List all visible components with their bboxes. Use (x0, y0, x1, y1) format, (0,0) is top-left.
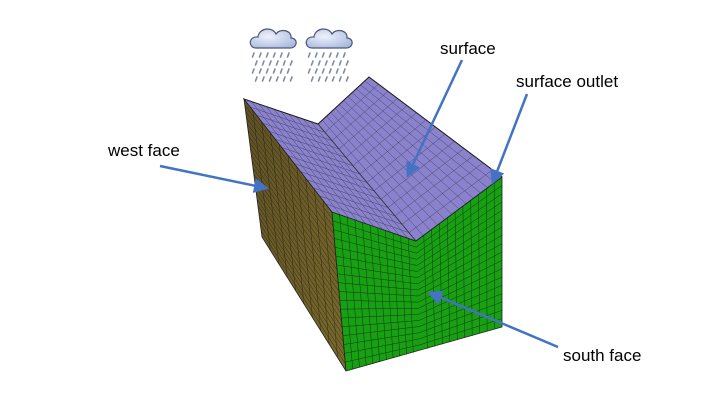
south-face-label: south face (563, 346, 642, 365)
surface-outlet-arrow (490, 93, 529, 185)
surface-arrow (406, 59, 464, 178)
west-face-grid (244, 105, 346, 364)
top-edge (243, 76, 503, 178)
surface-label: surface (440, 39, 496, 58)
south-face-arrow (427, 290, 559, 349)
valley-line (317, 123, 417, 242)
south-face-grid (332, 182, 503, 370)
west-face-arrow (159, 164, 269, 193)
surface-outlet-label: surface outlet (516, 72, 619, 91)
rain-cloud-icon (305, 28, 353, 82)
rain-cloud-icon (249, 28, 297, 82)
west-face-label: west face (108, 141, 180, 160)
